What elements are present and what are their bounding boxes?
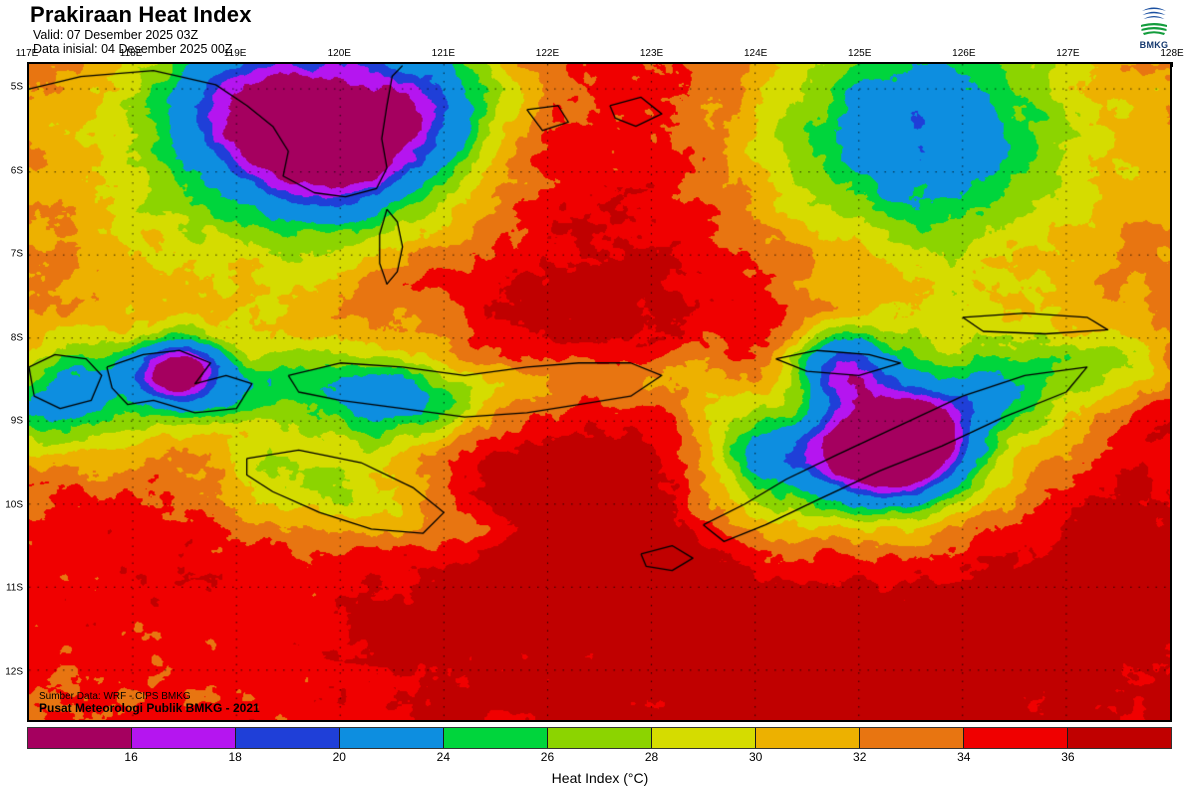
x-axis-tick-label: 121E (431, 48, 456, 59)
colorbar-tick-label: 20 (332, 750, 346, 764)
colorbar-segment (236, 728, 340, 748)
x-axis-tick-label: 119E (223, 48, 247, 59)
bmkg-logo-label: BMKG (1139, 40, 1169, 50)
header: Prakiraan Heat Index Valid: 07 Desember … (0, 0, 1200, 56)
valid-time-label: Valid: 07 Desember 2025 03Z (33, 28, 199, 42)
initial-data-label: Data inisial: 04 Desember 2025 00Z (33, 42, 233, 56)
colorbar-tick-label: 32 (853, 750, 867, 764)
bmkg-logo: BMKG (1124, 2, 1184, 54)
bmkg-emblem-icon (1140, 3, 1168, 37)
colorbar-segment (756, 728, 860, 748)
colorbar-tick-label: 34 (957, 750, 971, 764)
x-axis-tick-label: 118E (119, 48, 143, 59)
colorbar-segment (340, 728, 444, 748)
colorbar-segment (1068, 728, 1171, 748)
y-axis-tick-label: 8S (10, 332, 23, 344)
x-axis-tick-label: 117E (15, 48, 39, 59)
x-axis-tick-label: 126E (952, 48, 976, 59)
colorbar-segment (548, 728, 652, 748)
colorbar-segment (132, 728, 236, 748)
heat-index-raster (29, 64, 1170, 720)
colorbar-tick-label: 28 (644, 750, 659, 764)
colorbar-segment (652, 728, 756, 748)
y-axis-tick-label: 5S (10, 81, 23, 93)
page-title: Prakiraan Heat Index (30, 2, 252, 27)
colorbar-tick-label: 24 (436, 750, 451, 764)
y-axis-tick-label: 11S (5, 582, 23, 594)
colorbar-tick-label: 26 (540, 750, 555, 764)
colorbar-tick-label: 30 (748, 750, 763, 764)
x-axis-tick-label: 124E (743, 48, 768, 59)
colorbar-segment (964, 728, 1068, 748)
x-axis-tick (1172, 62, 1173, 67)
heat-index-map[interactable]: Sumber Data: WRF - CIPS BMKG Pusat Meteo… (27, 62, 1172, 722)
y-axis-tick-label: 6S (10, 165, 23, 177)
colorbar-segment (860, 728, 964, 748)
colorbar-segment (28, 728, 132, 748)
x-axis-tick-label: 122E (535, 48, 560, 59)
colorbar-container: 16 18 20 24 26 28 30 32 34 36 (27, 727, 1172, 764)
colorbar-tick-label: 36 (1061, 750, 1075, 764)
colorbar-segment (444, 728, 548, 748)
y-axis-tick-label: 9S (10, 415, 23, 427)
colorbar-tick-label: 16 (124, 750, 138, 764)
x-axis-tick-label: 123E (639, 48, 664, 59)
colorbar[interactable] (27, 727, 1172, 749)
y-axis-tick-label: 10S (5, 499, 23, 511)
y-axis-tick-label: 7S (10, 248, 23, 260)
colorbar-tick-label: 18 (228, 750, 242, 764)
colorbar-axis-label: Heat Index (°C) (551, 770, 649, 786)
x-axis-tick-label: 125E (848, 48, 872, 59)
x-axis-tick-label: 127E (1056, 48, 1080, 59)
x-axis-tick-label: 128E (1160, 48, 1184, 59)
x-axis-tick-label: 120E (327, 48, 351, 59)
y-axis-tick-label: 12S (5, 666, 23, 678)
